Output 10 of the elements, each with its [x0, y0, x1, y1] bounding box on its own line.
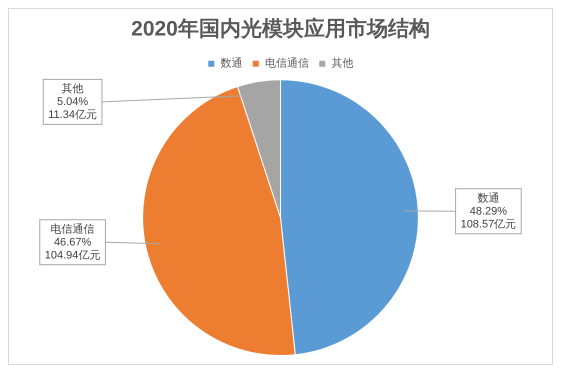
- data-label: 46.67% 104.94亿元: [44, 236, 100, 262]
- legend-label: 其他: [331, 56, 354, 70]
- slice-label: 电信通信: [50, 222, 95, 236]
- slice-label: 数通: [477, 191, 500, 204]
- data-label: 5.04% 11.34亿元: [48, 96, 97, 121]
- legend-label: 数通: [220, 56, 242, 70]
- legend-label: 电信通信: [264, 56, 309, 70]
- chart-title: 2020年国内光模块应用市场结构: [131, 16, 430, 40]
- data-label: 48.29% 108.57亿元: [460, 205, 516, 230]
- slice-label: 其他: [62, 82, 84, 95]
